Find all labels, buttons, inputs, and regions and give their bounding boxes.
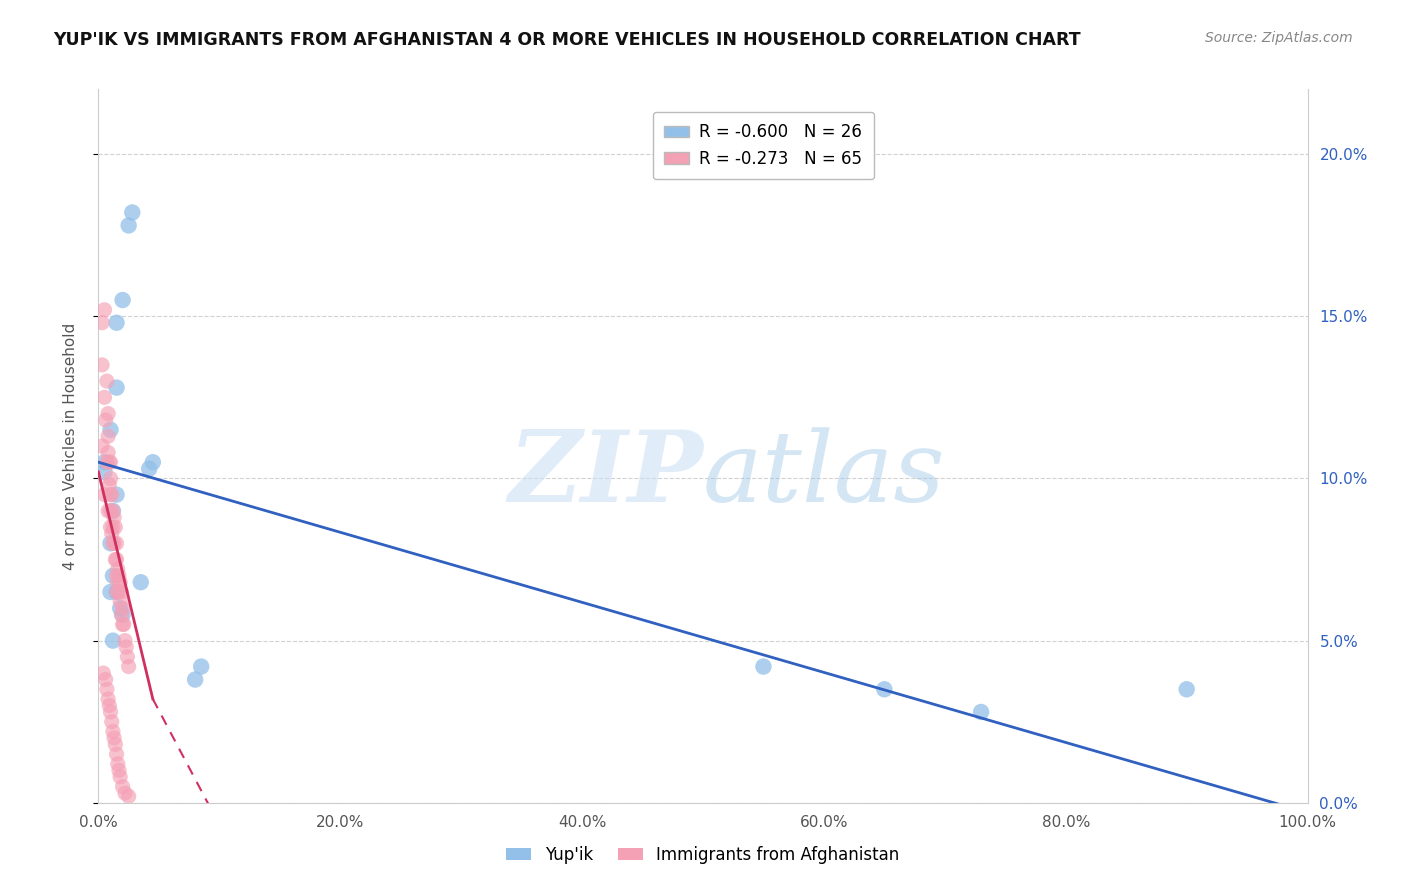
- Point: [103, 731, 125, 745]
- Point: [108, 568, 131, 582]
- Point: [100, 471, 122, 485]
- Text: atlas: atlas: [703, 427, 946, 522]
- Text: YUP'IK VS IMMIGRANTS FROM AFGHANISTAN 4 OR MORE VEHICLES IN HOUSEHOLD CORRELATIO: YUP'IK VS IMMIGRANTS FROM AFGHANISTAN 4 …: [53, 31, 1081, 49]
- Point: [190, 659, 212, 673]
- Point: [105, 585, 128, 599]
- Point: [114, 786, 136, 800]
- Point: [98, 455, 121, 469]
- Point: [97, 504, 120, 518]
- Point: [105, 381, 128, 395]
- Point: [111, 601, 134, 615]
- Point: [105, 316, 128, 330]
- Point: [101, 504, 124, 518]
- Point: [104, 520, 127, 534]
- Point: [91, 316, 114, 330]
- Point: [101, 504, 124, 518]
- Point: [101, 633, 124, 648]
- Point: [111, 607, 134, 622]
- Y-axis label: 4 or more Vehicles in Household: 4 or more Vehicles in Household: [63, 322, 77, 570]
- Point: [97, 429, 120, 443]
- Point: [118, 219, 141, 233]
- Point: [108, 601, 131, 615]
- Point: [108, 595, 131, 609]
- Point: [105, 585, 128, 599]
- Point: [100, 585, 122, 599]
- Point: [105, 536, 128, 550]
- Point: [1175, 682, 1198, 697]
- Point: [93, 465, 115, 479]
- Point: [100, 520, 122, 534]
- Point: [91, 358, 114, 372]
- Point: [104, 738, 127, 752]
- Point: [107, 562, 129, 576]
- Point: [93, 488, 115, 502]
- Point: [108, 575, 131, 590]
- Point: [118, 789, 141, 804]
- Point: [138, 461, 160, 475]
- Point: [91, 666, 114, 681]
- Point: [100, 536, 122, 550]
- Point: [93, 455, 115, 469]
- Point: [111, 293, 134, 307]
- Point: [93, 390, 115, 404]
- Point: [108, 585, 131, 599]
- Point: [100, 423, 122, 437]
- Point: [100, 526, 122, 541]
- Point: [97, 407, 120, 421]
- Point: [100, 504, 122, 518]
- Point: [101, 520, 124, 534]
- Point: [108, 764, 131, 778]
- Point: [100, 705, 122, 719]
- Point: [110, 607, 132, 622]
- Point: [97, 445, 120, 459]
- Point: [103, 510, 125, 524]
- Point: [107, 575, 129, 590]
- Point: [184, 673, 207, 687]
- Point: [97, 692, 120, 706]
- Point: [117, 649, 139, 664]
- Point: [96, 374, 118, 388]
- Point: [112, 617, 135, 632]
- Point: [121, 205, 143, 219]
- Point: [873, 682, 896, 697]
- Point: [114, 633, 136, 648]
- Point: [98, 698, 121, 713]
- Point: [111, 617, 134, 632]
- Point: [100, 488, 122, 502]
- Point: [91, 439, 114, 453]
- Point: [111, 780, 134, 794]
- Point: [100, 488, 122, 502]
- Point: [105, 568, 128, 582]
- Point: [103, 536, 125, 550]
- Point: [107, 756, 129, 771]
- Point: [101, 536, 124, 550]
- Point: [101, 568, 124, 582]
- Point: [94, 673, 117, 687]
- Point: [118, 659, 141, 673]
- Legend: Yup'ik, Immigrants from Afghanistan: Yup'ik, Immigrants from Afghanistan: [499, 839, 907, 871]
- Point: [110, 585, 132, 599]
- Point: [108, 770, 131, 784]
- Legend: R = -0.600   N = 26, R = -0.273   N = 65: R = -0.600 N = 26, R = -0.273 N = 65: [652, 112, 875, 179]
- Point: [105, 747, 128, 761]
- Point: [970, 705, 993, 719]
- Point: [101, 724, 124, 739]
- Point: [93, 302, 115, 317]
- Point: [96, 455, 118, 469]
- Point: [105, 488, 128, 502]
- Point: [96, 682, 118, 697]
- Point: [98, 478, 121, 492]
- Point: [100, 714, 122, 729]
- Point: [129, 575, 152, 590]
- Point: [752, 659, 775, 673]
- Text: ZIP: ZIP: [508, 426, 703, 523]
- Point: [142, 455, 165, 469]
- Text: Source: ZipAtlas.com: Source: ZipAtlas.com: [1205, 31, 1353, 45]
- Point: [100, 455, 122, 469]
- Point: [94, 413, 117, 427]
- Point: [104, 552, 127, 566]
- Point: [115, 640, 138, 654]
- Point: [105, 552, 128, 566]
